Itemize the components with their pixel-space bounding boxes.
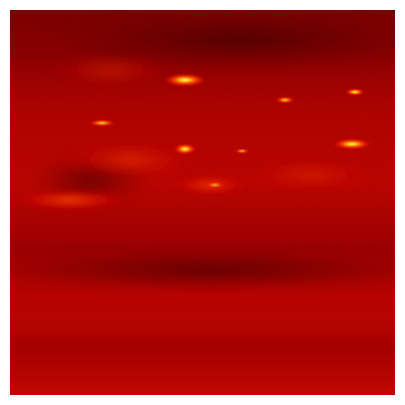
warm-streak-center [60, 146, 200, 174]
hotspot-mid-low [205, 181, 225, 189]
hotspot-upper-center [163, 73, 207, 87]
hotspot-upper-right [345, 88, 365, 96]
dark-band-lower [10, 250, 395, 290]
lower-band [10, 310, 395, 335]
warm-streak-right [240, 165, 380, 185]
hotspot-upper-mid [275, 96, 295, 104]
thermal-heatmap-image [10, 10, 395, 395]
heatmap-canvas [10, 10, 395, 395]
hotspot-center [234, 148, 250, 154]
hotspot-left-band [88, 119, 116, 127]
warm-streak-top [50, 58, 170, 82]
hotspot-center-left [173, 143, 197, 155]
warm-streak-left [10, 190, 130, 210]
dark-band-top [40, 10, 395, 70]
hotspot-right [332, 138, 372, 150]
